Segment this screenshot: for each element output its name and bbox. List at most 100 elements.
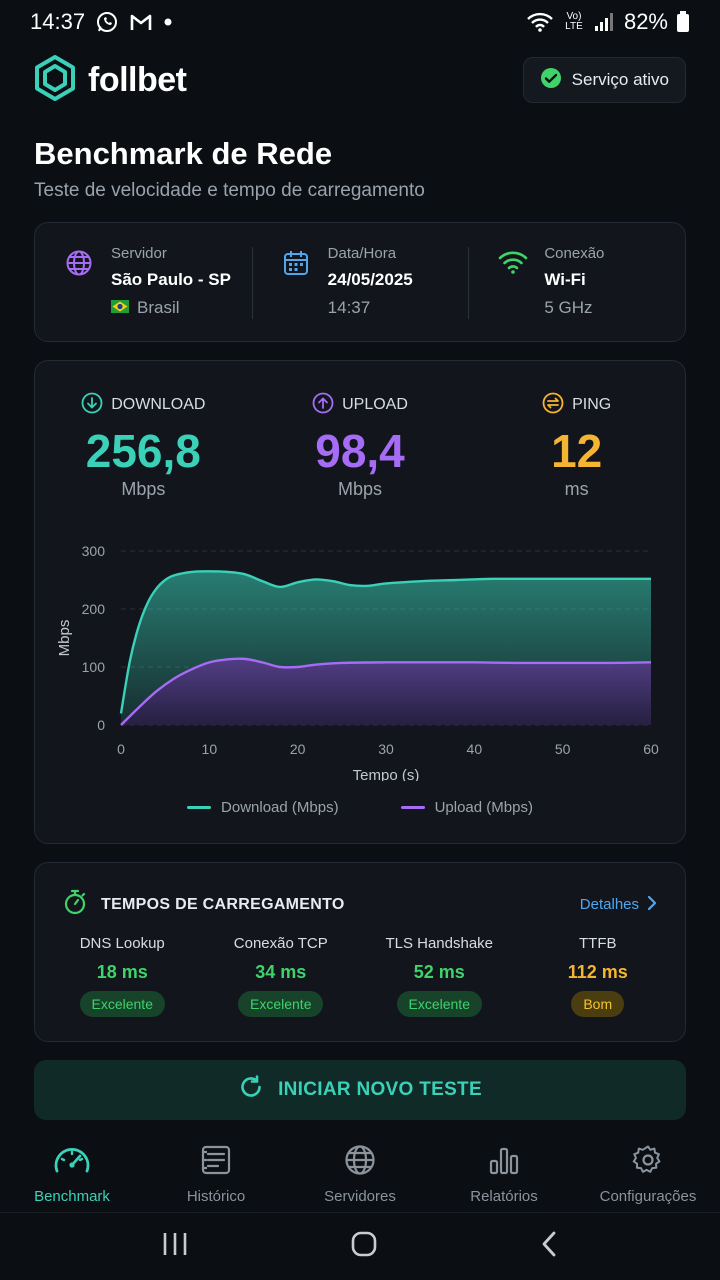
download-series-line: [119, 570, 651, 714]
load-times-title: TEMPOS DE CARREGAMENTO: [101, 895, 345, 913]
load-item-name: DNS Lookup: [79, 935, 165, 952]
rating-badge: Excelente: [238, 991, 324, 1017]
signal-icon: [594, 12, 616, 32]
load-item-name: Conexão TCP: [233, 935, 328, 952]
gmail-icon: [129, 11, 153, 33]
history-icon: [200, 1144, 232, 1180]
datetime-label: Data/Hora: [327, 245, 397, 262]
connection-info: Conexão Wi-Fi 5 GHz: [468, 223, 685, 341]
load-item-value: 52 ms: [413, 962, 465, 982]
upload-value: 98,4: [315, 425, 405, 477]
load-item-dns: DNS Lookup 18 ms Excelente: [43, 935, 202, 1017]
globe-icon: [344, 1144, 376, 1180]
brazil-flag-icon: [111, 298, 129, 318]
load-item-ttfb: TTFB 112 ms Bom: [519, 935, 678, 1017]
load-item-tcp: Conexão TCP 34 ms Excelente: [202, 935, 361, 1017]
gauge-icon: [53, 1144, 91, 1180]
load-item-value: 34 ms: [255, 962, 307, 982]
legend-upload-swatch: [400, 806, 425, 809]
connection-label: Conexão: [544, 245, 605, 262]
rating-badge: Excelente: [396, 991, 482, 1017]
x-tick-label: 60: [643, 741, 659, 757]
legend-download-label: Download (Mbps): [221, 799, 339, 816]
load-item-name: TTFB: [579, 935, 617, 952]
home-icon[interactable]: [350, 1230, 378, 1263]
check-circle-icon: [540, 67, 562, 94]
volte-indicator: Vo) LTE: [565, 11, 583, 32]
y-tick-label: 200: [82, 601, 106, 617]
x-tick-label: 40: [467, 741, 483, 757]
recent-apps-icon[interactable]: [161, 1231, 189, 1262]
ping-value: 12: [551, 425, 603, 477]
y-tick-label: 0: [97, 717, 105, 733]
legend-download-swatch: [187, 806, 212, 809]
upload-area: [121, 658, 651, 725]
rating-badge: Bom: [571, 991, 625, 1017]
time-value: 14:37: [327, 298, 371, 317]
start-new-test-button[interactable]: INICIAR NOVO TESTE: [34, 1060, 686, 1120]
legend-upload: Upload (Mbps): [400, 799, 533, 816]
logo-icon: [34, 54, 76, 106]
brand-name: follbet: [88, 60, 187, 99]
y-tick-label: 100: [82, 659, 106, 675]
status-bar: 14:37 Vo) LTE 82%: [0, 0, 720, 44]
start-new-test-label: INICIAR NOVO TESTE: [278, 1079, 482, 1100]
details-link[interactable]: Detalhes: [580, 895, 657, 915]
date-value: 24/05/2025: [327, 270, 413, 289]
chart-legend: Download (Mbps) Upload (Mbps): [35, 799, 685, 816]
notification-dot-icon: [163, 17, 173, 27]
x-axis-label: Tempo (s): [353, 767, 420, 781]
upload-series-line: [120, 657, 652, 726]
wifi-icon: [498, 249, 528, 341]
gear-icon: [632, 1144, 664, 1180]
system-nav-bar: [0, 1212, 720, 1280]
nav-configuracoes[interactable]: Configurações: [576, 1134, 720, 1210]
ping-unit: ms: [564, 479, 589, 499]
battery-icon: [676, 11, 690, 33]
nav-historico[interactable]: Histórico: [144, 1134, 288, 1210]
nav-benchmark[interactable]: Benchmark: [0, 1134, 144, 1210]
datetime-info: Data/Hora 24/05/2025 14:37: [251, 223, 469, 341]
server-country: Brasil: [137, 298, 180, 317]
server-label: Servidor: [111, 245, 167, 262]
battery-percent: 82%: [623, 9, 668, 34]
upload-label: UPLOAD: [342, 396, 408, 413]
legend-download: Download (Mbps): [187, 799, 339, 816]
nav-servidores[interactable]: Servidores: [288, 1134, 432, 1210]
download-label: DOWNLOAD: [111, 396, 206, 413]
page-subtitle: Teste de velocidade e tempo de carregame…: [34, 180, 425, 201]
rating-badge: Excelente: [79, 991, 165, 1017]
nav-configuracoes-label: Configurações: [599, 1188, 697, 1205]
x-tick-label: 0: [117, 741, 125, 757]
server-value: São Paulo - SP: [111, 270, 231, 289]
app-header: follbet Serviço ativo: [34, 54, 686, 106]
upload-icon: [312, 392, 334, 419]
nav-benchmark-label: Benchmark: [34, 1188, 110, 1205]
status-time: 14:37: [30, 9, 86, 34]
download-icon: [81, 392, 103, 419]
ping-icon: [542, 392, 564, 419]
server-info[interactable]: Servidor São Paulo - SP Brasil: [35, 223, 252, 341]
brand: follbet: [34, 54, 187, 106]
upload-metric: UPLOAD 98,4 Mbps: [252, 392, 469, 500]
x-tick-label: 20: [290, 741, 306, 757]
ping-metric: PING 12 ms: [468, 392, 685, 500]
connection-band: 5 GHz: [544, 298, 593, 317]
service-status-badge[interactable]: Serviço ativo: [522, 57, 686, 103]
service-status-label: Serviço ativo: [571, 70, 669, 89]
speed-results-card: DOWNLOAD 256,8 Mbps UPLOAD 98,4 Mbps PIN…: [34, 360, 686, 844]
calendar-icon: [282, 249, 310, 341]
x-tick-label: 10: [202, 741, 218, 757]
nav-servidores-label: Servidores: [324, 1188, 396, 1205]
nav-relatorios[interactable]: Relatórios: [432, 1134, 576, 1210]
load-item-tls: TLS Handshake 52 ms Excelente: [360, 935, 519, 1017]
ping-label: PING: [572, 396, 612, 413]
download-value: 256,8: [85, 425, 201, 477]
load-item-value: 18 ms: [96, 962, 148, 982]
speed-chart: 0 100 200 300 0 10 20 30 40 50 60 Tempo (s) Mbps: [56, 543, 659, 781]
back-icon[interactable]: [539, 1230, 559, 1263]
load-item-value: 112 ms: [567, 962, 628, 982]
connection-value: Wi-Fi: [544, 270, 586, 289]
whatsapp-icon: [95, 10, 119, 34]
download-metric: DOWNLOAD 256,8 Mbps: [35, 392, 252, 500]
